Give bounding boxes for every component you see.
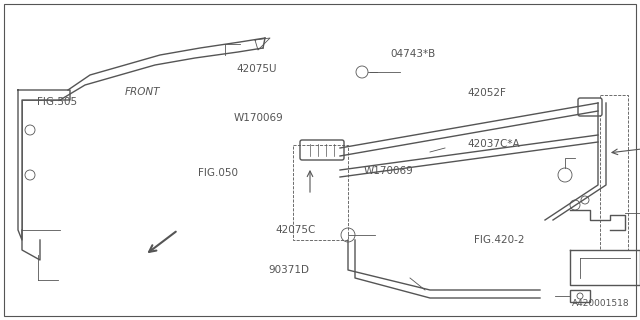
Text: 42075U: 42075U [237,64,277,74]
Text: 42037C*A: 42037C*A [467,139,520,149]
Text: FIG.050: FIG.050 [198,168,239,178]
FancyBboxPatch shape [300,140,344,160]
Text: 42075C: 42075C [275,225,316,236]
Text: FRONT: FRONT [125,87,160,97]
Bar [600,95,628,250]
Text: W170069: W170069 [234,113,284,124]
Bar [293,145,348,240]
Bar [570,290,590,302]
Text: 42052F: 42052F [467,88,506,98]
Text: FIG.420-2: FIG.420-2 [474,235,524,245]
Text: W170069: W170069 [364,166,413,176]
FancyBboxPatch shape [578,98,602,116]
Text: 90371D: 90371D [269,265,310,276]
Text: A420001518: A420001518 [572,299,630,308]
Text: FIG.505: FIG.505 [37,97,77,108]
Text: 04743*B: 04743*B [390,49,436,59]
